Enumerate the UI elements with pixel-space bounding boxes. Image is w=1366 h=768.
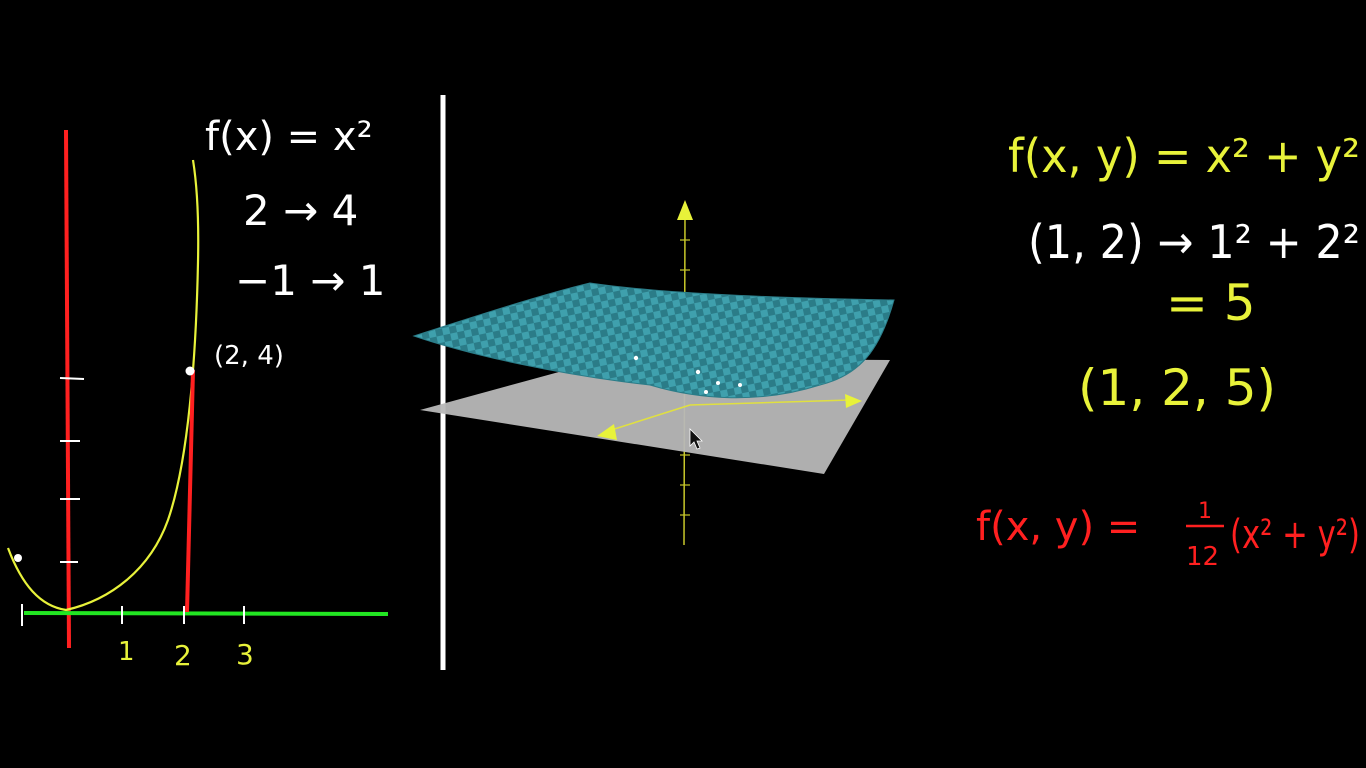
paraboloid-surface — [412, 282, 895, 399]
right-notes: f(x, y) = x² + y² (1, 2) → 1² + 2² = 5 (… — [976, 129, 1360, 572]
sample-points — [633, 355, 742, 394]
formula-2d: f(x, y) = x² + y² — [1008, 129, 1360, 183]
z-axis-arrow-icon — [677, 200, 693, 220]
value-segment — [185, 369, 195, 613]
result-line: = 5 — [1166, 274, 1256, 332]
x-tick-label-2: 2 — [174, 639, 192, 672]
x-tick-label-3: 3 — [236, 638, 254, 671]
point-3d: (1, 2, 5) — [1078, 359, 1276, 417]
fraction-denominator: 12 — [1186, 542, 1219, 572]
x-axis-3d — [689, 399, 851, 406]
parabola-curve — [6, 159, 200, 612]
y-axis-arrow-icon — [597, 424, 617, 440]
point-2-4-dot — [185, 366, 195, 376]
evaluation-line: (1, 2) → 1² + 2² — [1028, 215, 1360, 269]
mapping-neg1-to-1: −1 → 1 — [235, 256, 386, 305]
point-label: (2, 4) — [214, 341, 284, 371]
left-graph: 1 2 3 f(x) = x² 2 → 4 −1 → 1 (2, 4) — [6, 114, 389, 672]
fraction-numerator: 1 — [1198, 499, 1212, 524]
scaled-formula-lhs: f(x, y) = — [976, 504, 1140, 550]
y-tick — [59, 377, 85, 380]
y-axis-line — [64, 129, 71, 649]
arrow-cursor-icon — [689, 428, 703, 450]
surface-3d-viewer[interactable] — [412, 200, 895, 546]
point-left-dot — [14, 554, 22, 562]
formula-1d: f(x) = x² — [205, 114, 373, 160]
x-axis-arrow-icon — [845, 394, 862, 408]
scaled-formula: f(x, y) = 1 12 (x² + y²) — [976, 499, 1360, 572]
mapping-2-to-4: 2 → 4 — [243, 186, 358, 235]
y-axis-3d — [604, 404, 691, 433]
x-tick-label-1: 1 — [118, 637, 135, 667]
x-axis-line — [23, 611, 389, 616]
scaled-formula-rhs: (x² + y²) — [1230, 512, 1360, 558]
